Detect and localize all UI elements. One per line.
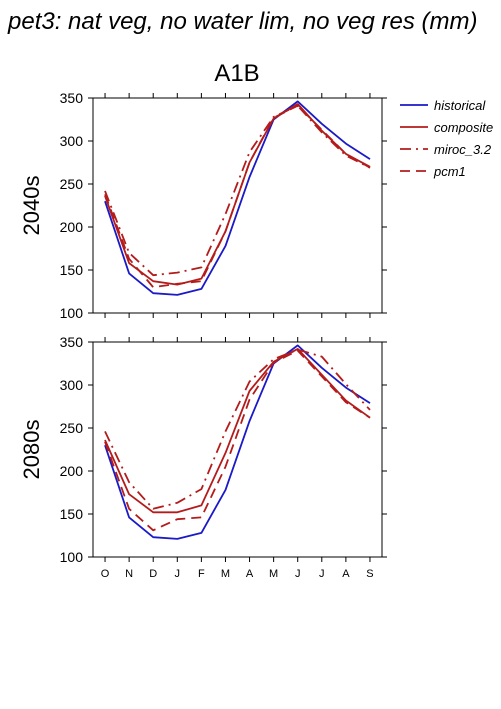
x-tick-label: S xyxy=(366,568,373,580)
y-tick-label: 250 xyxy=(60,420,84,436)
y-axis-label: 2040s xyxy=(19,176,44,236)
x-tick-label: J xyxy=(175,568,181,580)
x-tick-label: F xyxy=(198,568,205,580)
x-tick-label: M xyxy=(269,568,278,580)
x-tick-label: D xyxy=(149,568,157,580)
legend-label: pcm1 xyxy=(433,164,466,179)
y-tick-label: 250 xyxy=(60,176,84,192)
legend-label: miroc_3.2 xyxy=(434,142,492,157)
scenario-title: A1B xyxy=(214,60,259,87)
x-tick-label: N xyxy=(125,568,133,580)
series-line-miroc-3-2 xyxy=(104,348,371,510)
legend: historical composite miroc_3.2 pcm1 xyxy=(400,98,493,179)
x-tick-label: M xyxy=(221,568,230,580)
y-tick-label: 350 xyxy=(60,334,84,350)
panel-2040s: 100 150 200 250 300 350 2040s xyxy=(19,90,387,321)
plot-frame xyxy=(92,97,383,314)
y-tick-label: 150 xyxy=(60,506,84,522)
panel-2080s: 100 150 200 250 300 350 O N D J F M A M J J A S 2080s xyxy=(19,334,387,580)
x-tick-label: J xyxy=(295,568,301,580)
figure-title: pet3: nat veg, no water lim, no veg res … xyxy=(7,8,478,35)
series-line-historical xyxy=(104,344,371,540)
y-tick-label: 200 xyxy=(60,219,84,235)
series-line-pcm1 xyxy=(104,349,371,532)
x-tick-label: A xyxy=(246,568,254,580)
series-line-pcm1 xyxy=(104,104,371,289)
y-tick-label: 100 xyxy=(60,305,84,321)
plot-frame xyxy=(92,341,383,558)
y-tick-label: 350 xyxy=(60,90,84,106)
y-tick-label: 300 xyxy=(60,377,84,393)
y-axis-label: 2080s xyxy=(19,420,44,480)
series-line-composite xyxy=(104,347,371,514)
series-line-historical xyxy=(104,100,371,296)
x-tick-label: A xyxy=(342,568,350,580)
y-tick-label: 200 xyxy=(60,463,84,479)
legend-label: historical xyxy=(434,98,486,113)
x-tick-label: J xyxy=(319,568,325,580)
series-line-miroc-3-2 xyxy=(104,104,371,277)
y-tick-label: 150 xyxy=(60,262,84,278)
y-tick-label: 100 xyxy=(60,549,84,565)
legend-label: composite xyxy=(434,120,493,135)
x-tick-label: O xyxy=(101,568,110,580)
y-tick-label: 300 xyxy=(60,133,84,149)
